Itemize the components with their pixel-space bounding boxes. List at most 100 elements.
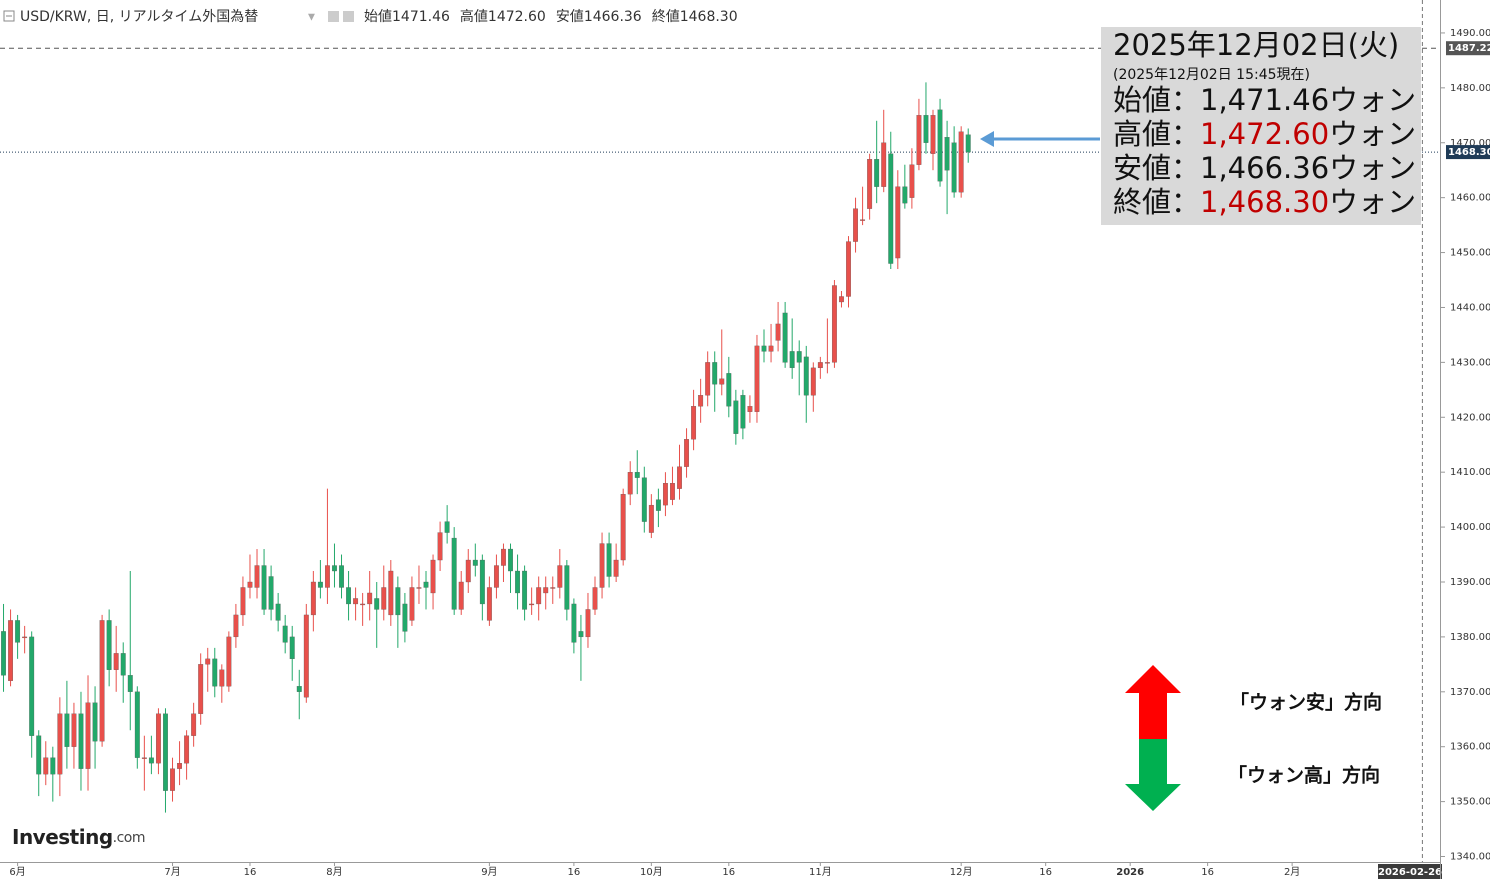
ohlc-value: 1472.60 bbox=[488, 9, 546, 25]
candle-body bbox=[895, 186, 901, 259]
candle-body bbox=[712, 362, 718, 385]
candle-body bbox=[465, 559, 471, 583]
candle-body bbox=[177, 763, 182, 769]
y-tick-label: 1390.00 bbox=[1450, 577, 1490, 588]
candle-body bbox=[57, 713, 63, 775]
candle-body bbox=[923, 115, 929, 143]
candle-body bbox=[677, 466, 682, 489]
setting-icon bbox=[328, 11, 339, 22]
candle-body bbox=[958, 131, 964, 193]
candle-body bbox=[501, 548, 506, 566]
x-tick-label: 11月 bbox=[809, 866, 832, 878]
candle-body bbox=[881, 142, 887, 187]
candle-body bbox=[1, 631, 6, 676]
candle-body bbox=[339, 565, 344, 588]
candle-body bbox=[127, 675, 133, 692]
x-tick-label: 16 bbox=[244, 867, 257, 878]
candle-body bbox=[705, 362, 711, 396]
info-row: 始値：1,471.46ウォン bbox=[1113, 83, 1416, 117]
candle-body bbox=[613, 559, 619, 577]
candle-body bbox=[423, 581, 429, 588]
ohlc-value: 1468.30 bbox=[680, 9, 738, 25]
candle-body bbox=[374, 598, 380, 610]
candle-body bbox=[141, 757, 147, 759]
y-tick-label: 1350.00 bbox=[1450, 797, 1490, 808]
ohlc-label: 高値 bbox=[460, 8, 488, 25]
candle-body bbox=[254, 565, 260, 588]
candle-body bbox=[564, 565, 570, 610]
candle-body bbox=[332, 565, 337, 572]
legend-weak: 「ウォン安」方向 bbox=[1230, 691, 1382, 714]
y-tick-label: 1410.00 bbox=[1450, 467, 1490, 478]
pointer-arrow-head bbox=[980, 131, 994, 147]
candle-body bbox=[522, 570, 528, 610]
candle-body bbox=[620, 493, 626, 561]
candle-body bbox=[768, 345, 774, 352]
candle-body bbox=[78, 713, 84, 769]
candle-body bbox=[360, 603, 366, 606]
candle-body bbox=[627, 472, 633, 495]
candle-body bbox=[698, 395, 704, 407]
candle-body bbox=[402, 603, 408, 632]
x-tick-label: 2月 bbox=[1284, 866, 1300, 878]
candle-body bbox=[529, 603, 535, 606]
y-tick-label: 1340.00 bbox=[1450, 852, 1490, 863]
candle-body bbox=[853, 208, 858, 242]
ohlc-value: 1466.36 bbox=[584, 9, 642, 25]
y-tick-label: 1480.00 bbox=[1450, 83, 1490, 94]
ohlc-label: 終値 bbox=[652, 9, 680, 25]
candle-body bbox=[874, 159, 880, 187]
candle-body bbox=[571, 603, 577, 643]
info-row: 終値：1,468.30ウォン bbox=[1113, 185, 1416, 219]
crosshair-label-bg bbox=[1378, 864, 1442, 879]
candle-body bbox=[493, 565, 499, 588]
x-tick-label: 9月 bbox=[481, 866, 497, 878]
candle-body bbox=[29, 636, 35, 736]
candle-body bbox=[240, 587, 246, 616]
symbol: USD/KRW, 日, リアルタイム外国為替 bbox=[20, 9, 258, 25]
candle-body bbox=[134, 691, 140, 758]
info-value: 1,468.30 bbox=[1200, 185, 1329, 219]
candle-body bbox=[761, 345, 767, 352]
info-box bbox=[1101, 27, 1421, 225]
candle-body bbox=[275, 603, 281, 621]
strong-arrow bbox=[1125, 739, 1181, 811]
candle-body bbox=[740, 395, 746, 429]
info-unit: ウォン bbox=[1329, 185, 1416, 219]
candle-body bbox=[909, 164, 915, 198]
candle-body bbox=[282, 625, 288, 643]
candle-body bbox=[916, 115, 922, 165]
collapse-icon[interactable] bbox=[3, 10, 15, 22]
candle-body bbox=[641, 477, 647, 522]
candle-body bbox=[15, 620, 21, 643]
setting-icon bbox=[343, 11, 354, 22]
info-value: 1,471.46 bbox=[1200, 83, 1329, 117]
candle-body bbox=[212, 658, 218, 687]
candle-body bbox=[951, 142, 957, 193]
candle-body bbox=[648, 504, 654, 533]
logo: Investing.com bbox=[12, 825, 145, 849]
y-tick-label: 1360.00 bbox=[1450, 742, 1490, 753]
candle-body bbox=[388, 570, 394, 616]
info-value: 1,466.36 bbox=[1200, 151, 1329, 185]
candle-body bbox=[726, 373, 732, 407]
candle-body bbox=[606, 543, 612, 577]
candle-body bbox=[789, 351, 795, 369]
candle-body bbox=[430, 559, 436, 594]
candle-body bbox=[155, 713, 161, 764]
candle-body bbox=[99, 620, 105, 742]
info-label: 高値： bbox=[1113, 117, 1200, 151]
y-tick-label: 1450.00 bbox=[1450, 248, 1490, 259]
ohlc-value: 1471.46 bbox=[392, 9, 450, 25]
candle-body bbox=[557, 565, 563, 588]
candle-body bbox=[578, 631, 584, 638]
y-tick-label: 1440.00 bbox=[1450, 302, 1490, 313]
candle-body bbox=[472, 559, 478, 566]
candle-body bbox=[148, 757, 154, 764]
candle-body bbox=[437, 532, 443, 561]
candle-body bbox=[367, 592, 373, 605]
candle-body bbox=[310, 581, 316, 616]
candle-body bbox=[846, 241, 851, 297]
candle-body bbox=[515, 570, 520, 594]
candle-body bbox=[353, 598, 359, 605]
